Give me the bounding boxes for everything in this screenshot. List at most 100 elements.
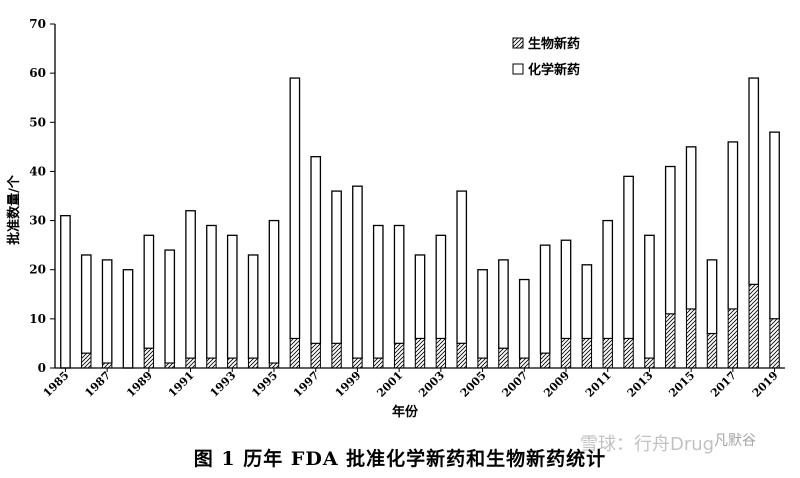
y-tick-label: 30: [29, 214, 46, 228]
bar-chemical-2016: [706, 259, 718, 335]
bar-chemical-2009: [560, 239, 572, 340]
y-tick-label: 20: [29, 263, 46, 277]
x-tick-label: 2011: [583, 369, 614, 400]
bar-chemical-2012: [623, 175, 634, 340]
bar-chemical-2007: [518, 278, 530, 359]
bar-chemical-1993: [226, 234, 238, 359]
bar-biologic-1987: [101, 362, 113, 369]
x-tick-label: 1991: [166, 369, 197, 400]
bar-chemical-1995: [268, 219, 280, 364]
y-tick-label: 40: [29, 164, 46, 178]
bar-chemical-1997: [310, 156, 322, 345]
bar-biologic-1996: [289, 338, 301, 369]
x-axis-label: 年份: [392, 404, 419, 420]
bar-biologic-2005: [477, 357, 488, 369]
x-tick-label: 2015: [666, 369, 697, 400]
figure-caption: 图 1 历年 FDA 批准化学新药和生物新药统计: [193, 448, 607, 470]
y-axis-label: 批准数量/个: [6, 174, 22, 245]
legend-swatch-biologic: [512, 37, 524, 49]
bar-chemical-1989: [143, 234, 155, 349]
bar-biologic-2003: [435, 338, 447, 369]
bar-biologic-2009: [560, 338, 572, 369]
x-tick-label: 2007: [500, 369, 531, 400]
bars-layer: [60, 77, 780, 369]
bar-biologic-2002: [414, 338, 426, 369]
bar-biologic-1991: [185, 357, 196, 369]
bar-chemical-2015: [685, 146, 697, 310]
x-tick-label: 2003: [416, 369, 447, 400]
bar-biologic-2016: [706, 333, 718, 369]
bar-chemical-2005: [477, 269, 488, 359]
bar-chemical-2013: [644, 234, 655, 359]
x-tick-label: 2005: [458, 369, 489, 400]
bar-biologic-1998: [331, 342, 342, 369]
x-tick-label: 2019: [750, 369, 781, 400]
y-tick-label: 0: [38, 361, 46, 375]
bar-chemical-2014: [664, 165, 676, 315]
bar-chemical-2003: [435, 234, 447, 340]
x-tick-label: 1995: [249, 369, 280, 400]
bar-biologic-2008: [539, 352, 551, 369]
bar-biologic-1986: [81, 352, 92, 369]
x-tick-label: 1989: [124, 369, 155, 400]
bar-biologic-2006: [498, 347, 509, 369]
bar-chemical-2011: [602, 219, 614, 340]
bar-biologic-2014: [665, 313, 676, 369]
watermark-secondary: 凡默谷: [714, 433, 756, 449]
x-tick-label: 1999: [333, 369, 364, 400]
bar-chemical-1988: [122, 269, 134, 369]
bar-biologic-1997: [310, 342, 321, 369]
bar-chemical-2018: [748, 77, 760, 286]
bar-biologic-2000: [373, 357, 384, 369]
y-tick-label: 70: [29, 17, 46, 31]
bar-biologic-2018: [748, 283, 759, 369]
bar-biologic-1999: [352, 357, 363, 369]
legend-label-biologic: 生物新药: [528, 36, 580, 52]
bar-biologic-1995: [268, 362, 280, 369]
bar-biologic-2007: [519, 357, 530, 369]
bar-chemical-2017: [727, 141, 739, 310]
bar-chemical-1991: [185, 210, 196, 359]
bar-biologic-1994: [247, 357, 259, 369]
y-tick-label: 60: [29, 66, 46, 80]
x-tick-label: 2001: [374, 369, 405, 400]
bar-chemical-2000: [372, 224, 384, 359]
bar-chemical-2010: [581, 264, 593, 340]
legend-label-chemical: 化学新药: [528, 62, 580, 78]
bar-biologic-2015: [685, 308, 697, 369]
bar-chemical-2008: [539, 244, 551, 354]
bar-chemical-2006: [498, 259, 509, 349]
bar-biologic-2004: [456, 342, 467, 369]
bar-chemical-1998: [331, 190, 342, 345]
bar-biologic-1992: [206, 357, 217, 369]
x-tick-label: 1997: [291, 369, 322, 400]
bar-biologic-1990: [164, 362, 175, 369]
x-tick-label: 2017: [708, 369, 739, 400]
x-tick-label: 1987: [82, 369, 113, 400]
bar-biologic-2001: [393, 342, 405, 369]
bar-chemical-1999: [352, 185, 363, 359]
bar-biologic-2019: [769, 318, 780, 369]
bar-chemical-1990: [164, 249, 176, 364]
bar-biologic-1993: [227, 357, 238, 369]
watermark: 雪球：行舟Drug: [580, 434, 715, 455]
y-tick-label: 10: [29, 312, 46, 326]
bar-chemical-1996: [289, 77, 301, 340]
bar-chemical-1994: [247, 254, 259, 359]
y-tick-label: 50: [29, 115, 46, 129]
bar-biologic-2017: [727, 308, 739, 369]
x-tick-label: 1993: [208, 369, 239, 400]
legend: 生物新药 化学新药: [512, 36, 580, 78]
bar-chemical-1986: [80, 254, 92, 354]
x-tick-label: 2009: [541, 369, 572, 400]
bar-chemical-1992: [206, 224, 217, 359]
bar-chemical-2002: [414, 254, 426, 340]
bar-biologic-2012: [623, 338, 634, 369]
bar-chemical-1985: [60, 215, 71, 369]
legend-swatch-chemical: [512, 63, 524, 75]
x-tick-label: 2013: [625, 369, 656, 400]
bar-biologic-2013: [644, 357, 655, 369]
bar-biologic-2011: [602, 338, 613, 369]
bar-chemical-2001: [393, 224, 405, 345]
